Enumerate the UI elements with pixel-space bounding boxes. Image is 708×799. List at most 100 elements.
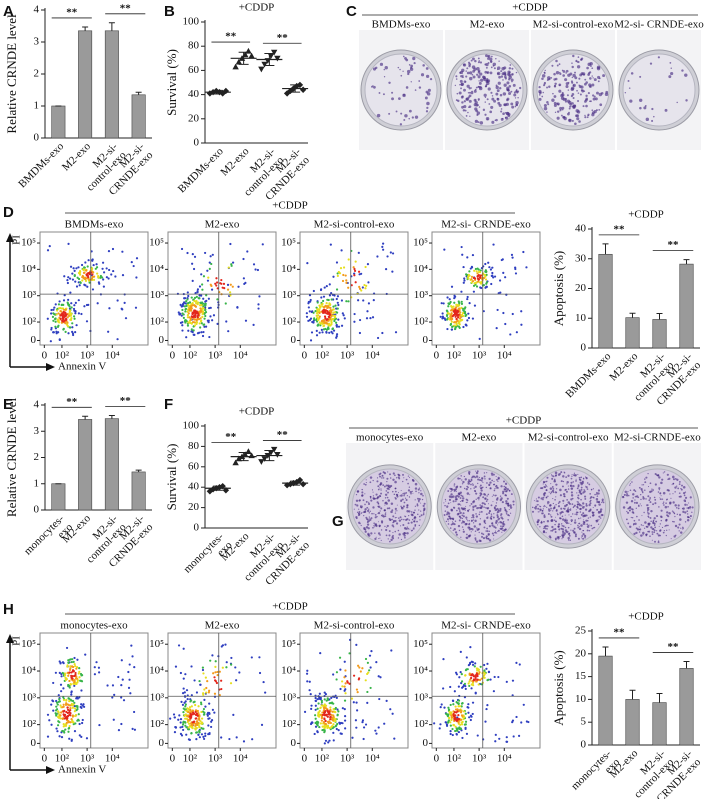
event-dot <box>208 306 211 310</box>
colony <box>596 493 598 495</box>
event-dot <box>310 707 313 710</box>
colony <box>491 474 493 477</box>
event-dot <box>75 667 78 670</box>
event-dot <box>209 315 212 318</box>
colony <box>653 529 656 532</box>
colony <box>369 495 372 498</box>
colony <box>420 510 422 512</box>
event-dot <box>332 707 335 711</box>
event-dot <box>449 685 452 689</box>
error-bar <box>264 449 275 462</box>
colony <box>657 56 660 59</box>
event-dot <box>184 307 188 310</box>
colony <box>555 496 557 498</box>
colony <box>427 88 431 92</box>
y-tick-label: 0 <box>34 504 40 516</box>
colony <box>403 494 405 497</box>
event-dot <box>185 717 188 720</box>
event-dot <box>188 301 192 304</box>
y-tick-label: 10⁴ <box>281 263 296 275</box>
colony <box>419 519 421 521</box>
colony <box>688 502 690 504</box>
colony <box>418 524 421 527</box>
colony <box>555 520 558 523</box>
colony <box>506 488 510 491</box>
event-dot <box>330 292 333 295</box>
event-dot <box>183 701 186 704</box>
event-dot <box>322 324 326 327</box>
event-dot <box>68 684 71 687</box>
event-dot <box>343 676 346 679</box>
colony <box>381 521 384 524</box>
colony <box>506 97 510 101</box>
colony <box>548 508 550 511</box>
colony <box>480 78 484 82</box>
event-dot <box>461 723 464 726</box>
colony <box>633 501 636 504</box>
event-dot <box>236 306 239 309</box>
colony <box>555 488 558 490</box>
event-dot <box>317 314 320 317</box>
event-dot <box>128 663 131 666</box>
event-dot <box>101 261 105 264</box>
event-dot <box>121 308 124 311</box>
event-dot <box>70 699 73 702</box>
colony <box>678 483 681 486</box>
event-dot <box>482 310 485 313</box>
colony <box>499 87 502 90</box>
event-dot <box>366 263 370 266</box>
colony <box>507 89 510 92</box>
event-dot <box>68 311 71 314</box>
event-dot <box>464 314 467 318</box>
event-dot <box>327 326 330 329</box>
event-dot <box>460 721 463 724</box>
colony <box>549 492 552 495</box>
event-dot <box>74 312 77 315</box>
colony <box>485 486 488 489</box>
colony <box>394 517 396 519</box>
colony <box>400 525 402 527</box>
event-dot <box>192 329 195 332</box>
event-dot <box>336 714 339 717</box>
event-dot <box>193 255 197 258</box>
colony <box>584 495 587 498</box>
event-dot <box>200 322 203 325</box>
colony <box>376 113 381 118</box>
colony <box>637 505 640 507</box>
colony <box>456 92 459 95</box>
colony <box>407 489 411 492</box>
x-tick-label: 10³ <box>80 350 95 362</box>
colony <box>458 91 462 95</box>
colony <box>550 76 553 79</box>
y-tick-label: 0 <box>31 334 37 346</box>
event-dot <box>474 267 477 271</box>
colony <box>563 471 566 474</box>
event-dot <box>210 720 213 723</box>
event-dot <box>504 276 507 279</box>
data-point <box>299 480 307 488</box>
colony <box>485 530 487 532</box>
colony <box>476 470 479 473</box>
event-dot <box>332 305 335 308</box>
colony <box>424 96 428 100</box>
colony <box>588 529 591 532</box>
colony <box>411 490 413 492</box>
event-dot <box>455 727 458 730</box>
colony <box>418 80 421 82</box>
arrow-head <box>6 634 14 643</box>
event-dot <box>69 707 72 710</box>
x-tick-label: 10² <box>447 753 462 765</box>
event-dot <box>71 330 74 333</box>
colony <box>658 506 660 508</box>
event-dot <box>48 719 51 722</box>
colony <box>578 476 581 479</box>
event-dot <box>504 322 507 326</box>
y-tick-label: 10² <box>150 316 165 328</box>
event-dot <box>194 710 197 714</box>
colony <box>683 494 686 497</box>
colony <box>475 471 479 475</box>
y-tick-label: 1 <box>34 477 40 489</box>
colony <box>634 499 636 501</box>
event-dot <box>308 319 311 322</box>
colony <box>671 510 674 512</box>
